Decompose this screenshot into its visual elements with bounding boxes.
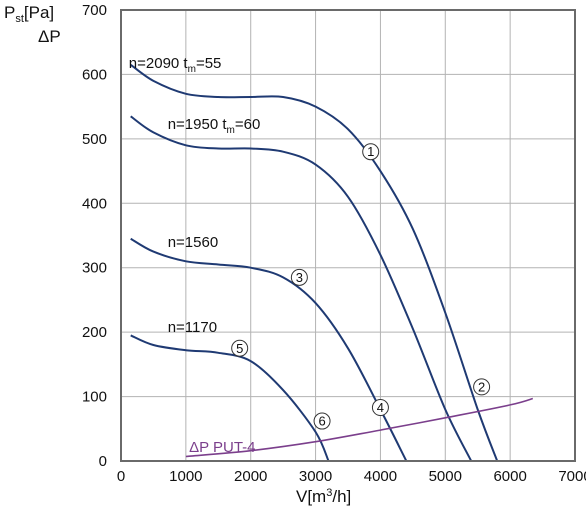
curve-marker-number-4: 4 xyxy=(377,400,384,415)
curve-marker-number-6: 6 xyxy=(318,414,325,429)
y-tick-label: 300 xyxy=(82,260,107,277)
x-tick-label: 2000 xyxy=(234,468,267,485)
y-tick-label: 500 xyxy=(82,131,107,148)
y-tick-label: 0 xyxy=(99,453,107,470)
x-axis-title-sup: 3 xyxy=(326,487,332,499)
fan-curve-3 xyxy=(130,237,408,462)
label-layer: 1 2 3 4 5 6 ΔP PUT-4 n=2090 tm=55 n=1950 tm=60 n=… xyxy=(129,55,491,456)
curve-marker-circle-2 xyxy=(473,378,491,396)
curve-marker-number-2: 2 xyxy=(478,379,485,394)
x-axis-title: V[m3/h] xyxy=(296,487,351,506)
curve-marker-circle-6 xyxy=(313,412,331,430)
y-axis-title-main: P xyxy=(4,3,15,22)
fan-curve-1 xyxy=(130,63,499,462)
y-axis-title-unit: [Pa] xyxy=(24,3,54,22)
curve-marker-number-3: 3 xyxy=(296,270,303,285)
curve-marker-number-5: 5 xyxy=(236,341,243,356)
x-axis-title-main: V[m xyxy=(296,487,326,506)
system-curve xyxy=(185,397,534,458)
y-axis-title-second: ΔP xyxy=(38,27,61,46)
curve-marker-circle-1 xyxy=(362,143,380,161)
y-tick-label: 400 xyxy=(82,195,107,212)
y-tick-label: 200 xyxy=(82,324,107,341)
y-tick-label: 600 xyxy=(82,66,107,83)
y-tick-label: 100 xyxy=(82,389,107,406)
speed-label-1: n=2090 tm=55 xyxy=(129,55,222,75)
x-tick-label: 1000 xyxy=(169,468,202,485)
fan-curve-5 xyxy=(130,334,330,462)
curve-marker-circle-5 xyxy=(231,339,249,357)
speed-label-4: n=1170 xyxy=(168,319,217,336)
x-tick-label: 6000 xyxy=(493,468,526,485)
x-tick-label: 4000 xyxy=(364,468,397,485)
series-layer xyxy=(130,63,534,462)
x-tick-label: 5000 xyxy=(429,468,462,485)
x-axis-title-end: /h] xyxy=(332,487,351,506)
system-curve-label: ΔP PUT-4 xyxy=(189,439,255,456)
y-tick-label: 700 xyxy=(82,2,107,19)
curve-marker-number-1: 1 xyxy=(367,144,374,159)
grid xyxy=(121,10,575,461)
curve-marker-circle-4 xyxy=(371,399,389,417)
y-axis-title: Pst[Pa] xyxy=(4,3,54,25)
plot-frame xyxy=(120,9,576,462)
x-tick-label: 0 xyxy=(117,468,125,485)
fan-curve-2 xyxy=(130,115,473,462)
speed-label-3: n=1560 xyxy=(168,234,218,251)
speed-label-2: n=1950 tm=60 xyxy=(168,116,261,136)
x-tick-label: 3000 xyxy=(299,468,332,485)
curve-marker-circle-3 xyxy=(290,268,308,286)
y-axis-title-sub: st xyxy=(15,13,24,25)
